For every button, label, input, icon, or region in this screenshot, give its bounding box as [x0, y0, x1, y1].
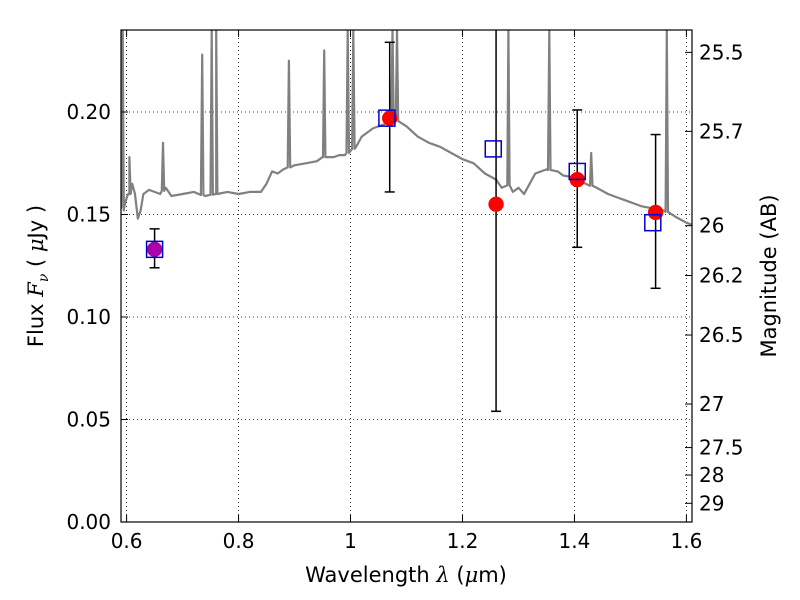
y2-tick-label: 25.7	[699, 119, 744, 143]
y2-tick-label: 25.5	[699, 40, 744, 64]
x-axis-title: Wavelength λ (μm)	[305, 563, 507, 587]
observed-point-marker	[647, 204, 664, 221]
model-square-marker	[145, 240, 164, 259]
x-tick-label: 1.6	[670, 529, 702, 553]
y-tick-label: 0.20	[66, 100, 111, 124]
x-tick-label: 1	[344, 529, 357, 553]
plot-area	[121, 30, 692, 413]
y-tick-label: 0.05	[66, 408, 111, 432]
observed-point-marker	[146, 241, 163, 258]
x-tick-label: 0.8	[223, 529, 255, 553]
x-tick-label: 0.6	[111, 529, 143, 553]
axis-ticks: 0.6 0.8 1 1.2 1.4 1.6 0.00 0.05 0.10 0.15 0.20 25.5…	[66, 30, 744, 553]
x-tick-label: 1.4	[559, 529, 591, 553]
model-square-marker	[568, 162, 586, 181]
spectrum-line	[121, 30, 692, 226]
y2-tick-label: 26.5	[699, 323, 744, 347]
model-spectrum	[121, 30, 692, 226]
plot-background	[121, 30, 692, 522]
y2-tick-label: 27	[699, 392, 724, 416]
photometry-points	[145, 30, 664, 413]
y2-tick-label: 27.5	[699, 436, 744, 460]
y-tick-label: 0.00	[66, 510, 111, 534]
y2-tick-label: 26.2	[699, 264, 744, 288]
y-tick-label: 0.10	[66, 305, 111, 329]
y2-axis-title: Magnitude (AB)	[757, 194, 781, 357]
model-square-marker	[484, 140, 503, 158]
y2-tick-label: 29	[699, 491, 724, 515]
observed-point-marker	[488, 196, 504, 212]
model-square-marker	[644, 213, 662, 232]
y2-tick-label: 28	[699, 463, 724, 487]
y2-tick-label: 26	[699, 214, 724, 238]
x-tick-label: 1.2	[447, 529, 479, 553]
y-tick-label: 0.15	[66, 203, 111, 227]
model-square-marker	[378, 109, 396, 127]
y-axis-title: Flux Fν ( μJy )	[24, 205, 52, 347]
